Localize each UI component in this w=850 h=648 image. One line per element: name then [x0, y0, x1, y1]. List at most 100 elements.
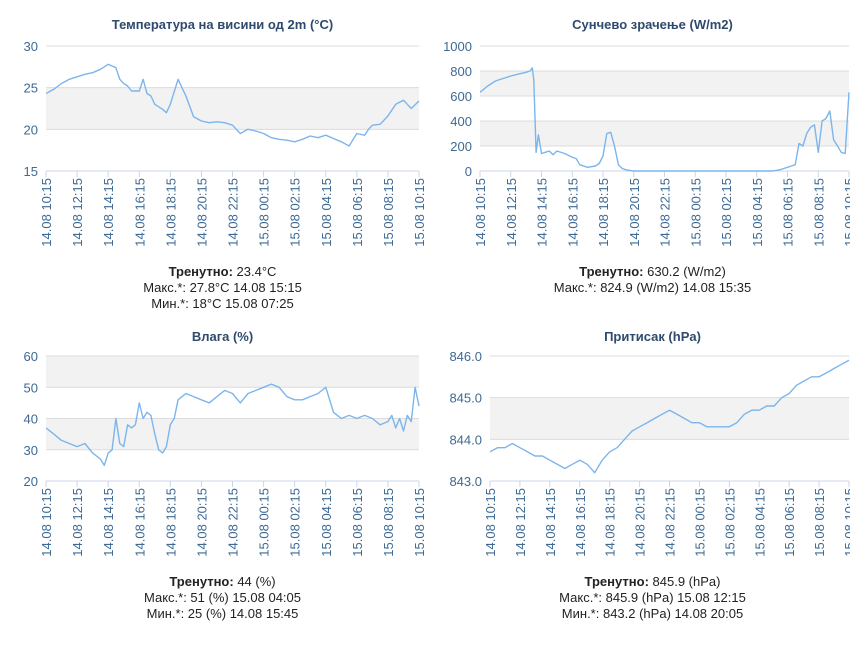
x-tick-label: 15.08 06:15	[781, 178, 796, 247]
x-tick-label: 14.08 10:15	[473, 178, 488, 247]
x-tick-label: 15.08 00:15	[692, 488, 707, 557]
x-tick-label: 15.08 00:15	[257, 488, 272, 557]
solar-radiation-stats: Тренутно: 630.2 (W/m2) Макс.*: 824.9 (W/…	[455, 264, 850, 296]
x-tick-label: 14.08 14:15	[101, 488, 116, 557]
y-tick-label: 60	[24, 349, 38, 364]
humidity-panel: Влага (%) 20 30 40 50 60 14.08 10:15 14.08 12:…	[0, 324, 427, 648]
temperature-panel: Температура на висини од 2m (°C) 15 20 25 3…	[0, 0, 427, 324]
y-tick-label: 15	[24, 164, 38, 179]
plot-band	[490, 397, 849, 440]
max-reading: Макс.*: 845.9 (hPa) 15.08 12:15	[559, 590, 746, 605]
x-tick-label: 15.08 10:15	[842, 178, 850, 247]
x-tick-label: 14.08 12:15	[504, 178, 519, 247]
y-tick-label: 200	[450, 139, 472, 154]
min-reading: Мин.*: 18°C 15.08 07:25	[151, 296, 294, 311]
x-tick-label: 14.08 14:15	[535, 178, 550, 247]
x-tick-label: 14.08 10:15	[39, 488, 54, 557]
solar-radiation-chart: 0 200 400 600 800 1000 14.08 10:15 14.08 12:15 1…	[443, 39, 850, 247]
x-tick-label: 14.08 12:15	[70, 178, 85, 247]
x-tick-label: 15.08 00:15	[688, 178, 703, 247]
x-tick-label: 15.08 10:15	[842, 488, 850, 557]
current-reading: Тренутно: 845.9 (hPa)	[584, 574, 721, 589]
x-tick-label: 14.08 10:15	[39, 178, 54, 247]
y-tick-label: 846.0	[449, 349, 482, 364]
x-tick-label: 14.08 16:15	[132, 178, 147, 247]
x-tick-label: 15.08 02:15	[288, 178, 303, 247]
current-reading: Тренутно: 44 (%)	[169, 574, 276, 589]
chart-title: Притисак (hPa)	[604, 329, 701, 344]
x-tick-label: 14.08 22:15	[226, 178, 241, 247]
x-tick-label: 14.08 14:15	[543, 488, 558, 557]
pressure-panel: Притисак (hPa) 843.0 844.0 845.0 846.0 14.08…	[425, 324, 850, 648]
x-tick-label: 15.08 06:15	[782, 488, 797, 557]
x-tick-label: 14.08 18:15	[603, 488, 618, 557]
y-tick-label: 400	[450, 114, 472, 129]
series-line	[480, 67, 850, 172]
plot-band	[46, 418, 419, 450]
x-tick-label: 14.08 20:15	[633, 488, 648, 557]
min-reading: Мин.*: 843.2 (hPa) 14.08 20:05	[561, 606, 744, 621]
chart-title: Сунчево зрачење (W/m2)	[572, 17, 733, 32]
x-tick-label: 15.08 02:15	[722, 488, 737, 557]
x-tick-label: 15.08 02:15	[719, 178, 734, 247]
x-tick-label: 14.08 12:15	[70, 488, 85, 557]
y-tick-label: 1000	[443, 39, 472, 54]
x-tick-label: 14.08 12:15	[513, 488, 528, 557]
x-tick-label: 15.08 08:15	[812, 488, 827, 557]
y-tick-label: 843.0	[449, 474, 482, 489]
x-tick-label: 14.08 18:15	[596, 178, 611, 247]
max-reading: Макс.*: 824.9 (W/m2) 14.08 15:35	[553, 280, 752, 295]
pressure-stats: Тренутно: 845.9 (hPa) Макс.*: 845.9 (hPa…	[455, 574, 850, 622]
plot-band	[46, 356, 419, 388]
y-tick-label: 30	[24, 39, 38, 54]
x-tick-label: 14.08 14:15	[101, 178, 116, 247]
series-line	[490, 359, 850, 474]
y-tick-label: 20	[24, 474, 38, 489]
humidity-stats: Тренутно: 44 (%) Макс.*: 51 (%) 15.08 04…	[30, 574, 415, 622]
x-tick-label: 14.08 20:15	[194, 178, 209, 247]
x-tick-label: 15.08 04:15	[750, 178, 765, 247]
y-tick-label: 20	[24, 122, 38, 137]
solar-radiation-panel: Сунчево зрачење (W/m2) 0 200 400 600 800 1000…	[425, 0, 850, 324]
chart-title: Влага (%)	[191, 329, 254, 344]
y-tick-label: 50	[24, 380, 38, 395]
current-reading: Тренутно: 23.4°C	[168, 264, 277, 279]
y-tick-label: 844.0	[449, 432, 482, 447]
x-tick-label: 15.08 02:15	[288, 488, 303, 557]
max-reading: Макс.*: 27.8°C 14.08 15:15	[143, 280, 302, 295]
x-tick-label: 14.08 20:15	[627, 178, 642, 247]
series-line	[46, 63, 420, 147]
x-tick-label: 14.08 18:15	[163, 178, 178, 247]
chart-title: Температура на висини од 2m (°C)	[111, 17, 334, 32]
x-tick-label: 14.08 10:15	[483, 488, 498, 557]
y-tick-label: 0	[465, 164, 472, 179]
x-tick-label: 14.08 18:15	[163, 488, 178, 557]
min-reading: Мин.*: 25 (%) 14.08 15:45	[146, 606, 299, 621]
y-tick-label: 600	[450, 89, 472, 104]
x-tick-label: 15.08 10:15	[412, 488, 427, 557]
x-tick-label: 15.08 06:15	[350, 178, 365, 247]
series-line	[46, 383, 420, 467]
x-tick-label: 14.08 22:15	[226, 488, 241, 557]
x-tick-label: 15.08 08:15	[381, 178, 396, 247]
x-tick-label: 14.08 16:15	[132, 488, 147, 557]
x-tick-label: 15.08 08:15	[811, 178, 826, 247]
x-tick-label: 14.08 20:15	[194, 488, 209, 557]
plot-band	[480, 121, 849, 146]
y-tick-label: 800	[450, 64, 472, 79]
x-tick-label: 14.08 16:15	[565, 178, 580, 247]
humidity-chart: 20 30 40 50 60 14.08 10:15 14.08 12:15 14.08 14…	[24, 349, 427, 557]
pressure-chart: 843.0 844.0 845.0 846.0 14.08 10:15 14.08 12:…	[449, 349, 850, 557]
current-reading: Тренутно: 630.2 (W/m2)	[579, 264, 726, 279]
x-tick-label: 15.08 04:15	[752, 488, 767, 557]
y-tick-label: 25	[24, 81, 38, 96]
temperature-chart: 15 20 25 30 14.08 10:15 14.08 12:15 14.08 14:1…	[24, 39, 427, 247]
x-tick-label: 15.08 08:15	[381, 488, 396, 557]
x-tick-label: 14.08 22:15	[663, 488, 678, 557]
plot-band	[480, 71, 849, 96]
x-tick-label: 15.08 06:15	[350, 488, 365, 557]
temperature-stats: Тренутно: 23.4°C Макс.*: 27.8°C 14.08 15…	[30, 264, 415, 312]
y-tick-label: 40	[24, 412, 38, 427]
x-tick-label: 15.08 04:15	[319, 178, 334, 247]
y-tick-label: 845.0	[449, 391, 482, 406]
